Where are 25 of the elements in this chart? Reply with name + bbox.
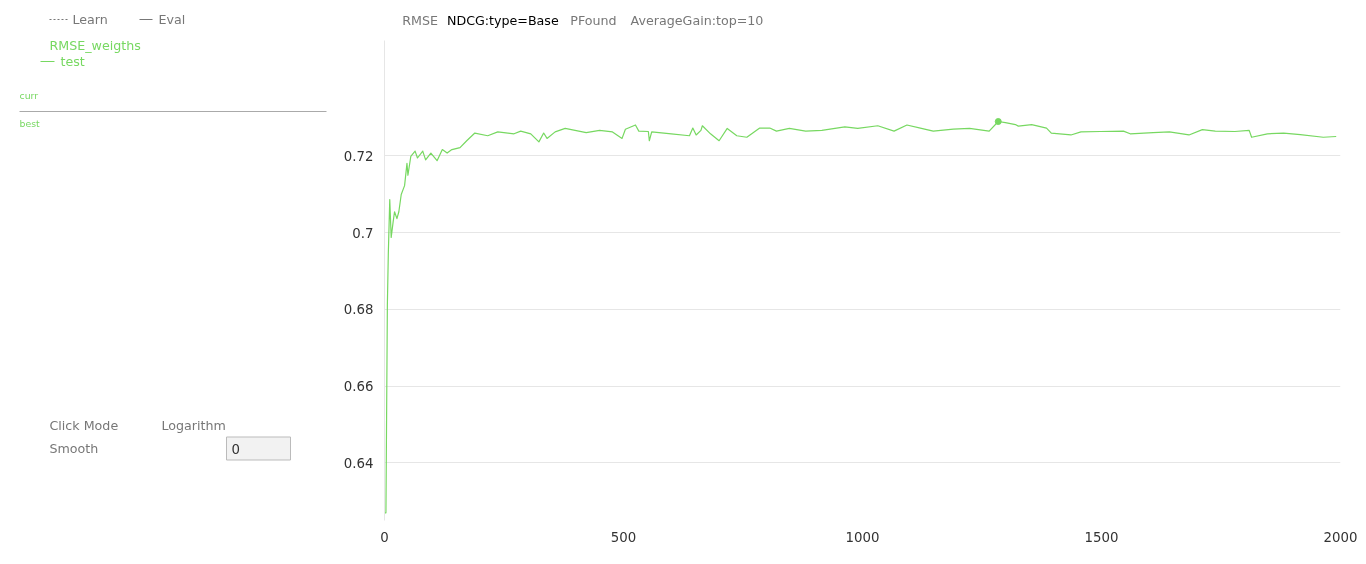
text: PFound bbox=[570, 13, 617, 28]
text: Eval bbox=[158, 12, 186, 27]
text: curr bbox=[19, 90, 39, 101]
x-tick-label: 0 bbox=[380, 529, 389, 545]
text: best bbox=[19, 118, 41, 129]
legend-label: test bbox=[60, 54, 85, 69]
x-tick-label: 2000 bbox=[1323, 529, 1358, 545]
y-tick-label: 0.7 bbox=[352, 225, 374, 241]
line-series bbox=[384, 120, 1337, 514]
text: RMSE bbox=[402, 13, 439, 28]
legend-title: RMSE_weigths bbox=[49, 38, 141, 53]
text: Click Mode bbox=[49, 418, 119, 433]
y-tick-label: 0.66 bbox=[343, 379, 374, 395]
x-tick-label: 500 bbox=[610, 529, 637, 545]
y-tick-label: 0.72 bbox=[343, 148, 374, 164]
y-tick-label: 0.68 bbox=[343, 302, 374, 318]
chart-title: NDCG:type=Base bbox=[446, 13, 559, 28]
x-tick-label: 1500 bbox=[1084, 529, 1119, 545]
y-tick-label: 0.64 bbox=[343, 455, 374, 471]
text: Logarithm bbox=[161, 418, 226, 433]
text: AverageGain:top=10 bbox=[630, 13, 764, 28]
text: Learn bbox=[72, 12, 108, 27]
text: 0 bbox=[231, 441, 240, 457]
text: Smooth bbox=[49, 441, 99, 456]
x-tick-label: 1000 bbox=[845, 529, 880, 545]
